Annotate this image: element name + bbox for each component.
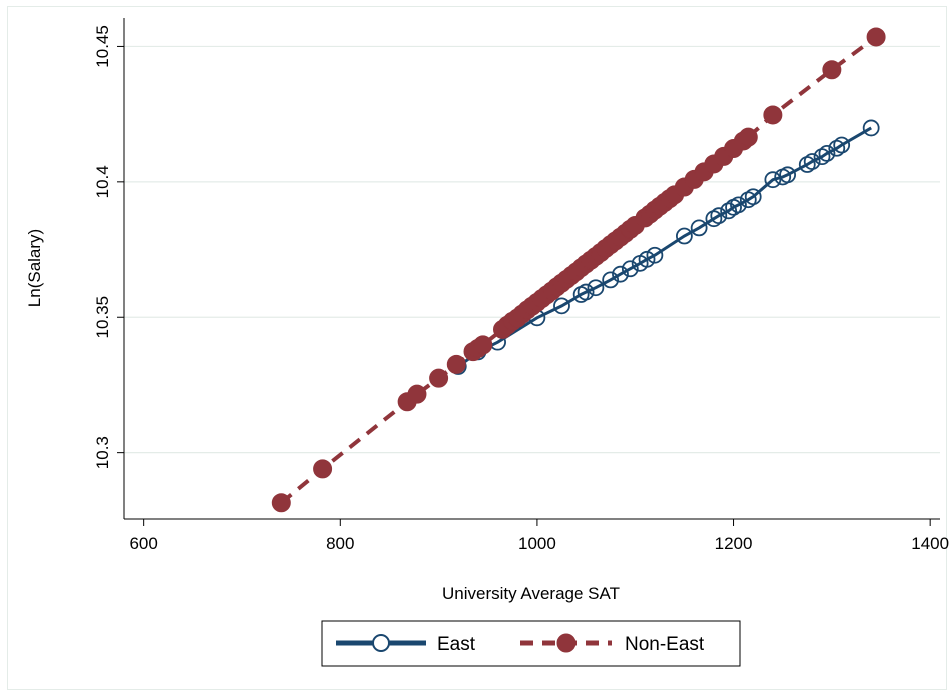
point-east <box>675 227 693 245</box>
legend-swatch-east-marker <box>372 634 390 652</box>
point-east <box>813 148 831 166</box>
point-east <box>828 139 846 157</box>
x-tick-label-2: 1000 <box>518 534 556 553</box>
point-east <box>690 219 708 237</box>
x-axis-title: University Average SAT <box>442 584 620 603</box>
point-non-east <box>429 368 449 388</box>
point-non-east <box>271 493 291 513</box>
point-east <box>862 119 880 137</box>
x-tick-label-1: 800 <box>326 534 354 553</box>
point-non-east <box>738 127 758 147</box>
point-east <box>646 246 664 264</box>
series-layer <box>271 27 886 513</box>
legend: East Non-East <box>321 620 741 667</box>
x-tick-label-3: 1200 <box>715 534 753 553</box>
point-east <box>764 171 782 189</box>
point-east <box>553 297 570 315</box>
point-east <box>744 188 762 206</box>
point-non-east <box>313 459 333 479</box>
x-tick-label-4: 1400 <box>911 534 949 553</box>
legend-label-non-east: Non-East <box>625 634 705 655</box>
axes <box>123 18 940 520</box>
point-east <box>833 136 851 154</box>
point-east <box>803 153 821 170</box>
point-non-east <box>473 335 493 355</box>
point-non-east <box>822 60 842 80</box>
point-east <box>612 265 629 283</box>
y-axis-ticks: 10.3 10.35 10.4 10.45 <box>93 25 124 469</box>
x-tick-label-0: 600 <box>129 534 157 553</box>
series-markers-non-east <box>271 27 886 513</box>
point-east <box>638 250 656 268</box>
point-non-east <box>763 105 783 125</box>
point-east <box>818 145 836 162</box>
series-line-east <box>457 126 872 368</box>
point-east <box>577 283 595 301</box>
legend-label-east: East <box>437 634 476 655</box>
y-tick-label-2: 10.4 <box>93 165 112 198</box>
point-east <box>621 260 639 278</box>
legend-item-east: East <box>336 634 476 655</box>
point-east <box>587 279 605 297</box>
y-tick-label-3: 10.45 <box>93 25 112 68</box>
point-east <box>720 202 738 220</box>
point-east <box>730 196 747 214</box>
point-non-east <box>446 354 466 374</box>
point-east <box>710 207 728 225</box>
legend-swatch-non-east-marker <box>556 633 576 653</box>
gridlines <box>124 45 940 454</box>
x-axis-ticks: 600 800 1000 1200 1400 <box>129 519 949 553</box>
point-non-east <box>866 27 886 47</box>
point-east <box>602 271 620 289</box>
y-axis-title: Ln(Salary) <box>25 229 44 307</box>
point-east <box>779 166 797 184</box>
y-tick-label-0: 10.3 <box>93 436 112 469</box>
point-non-east <box>407 384 427 404</box>
y-tick-label-1: 10.35 <box>93 296 112 339</box>
legend-item-non-east: Non-East <box>520 633 705 655</box>
